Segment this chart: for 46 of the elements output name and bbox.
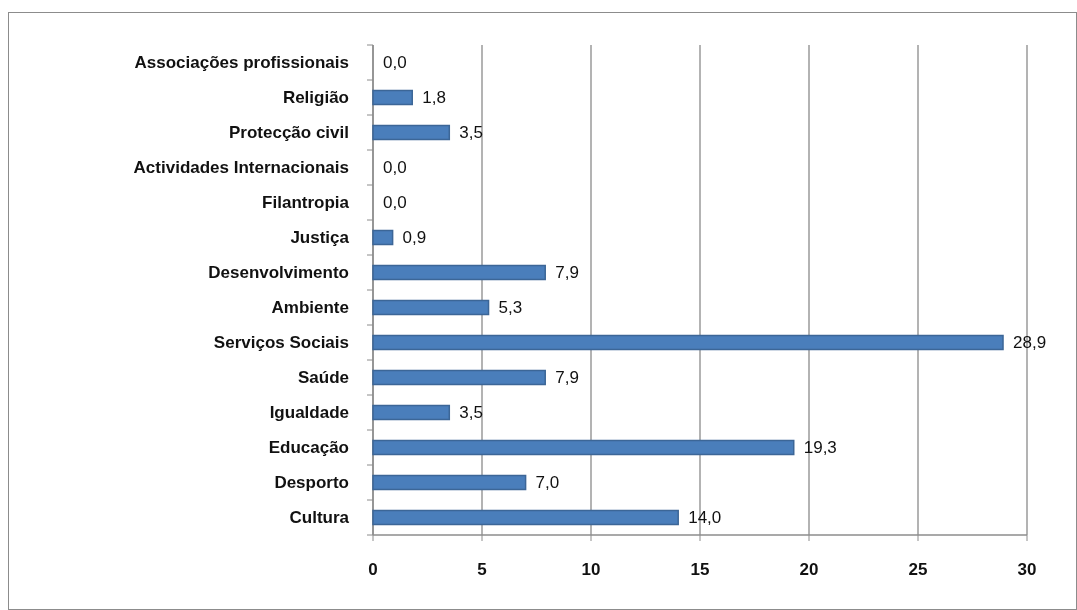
data-label: 28,9 bbox=[1013, 333, 1047, 353]
bar bbox=[372, 474, 527, 491]
data-label: 7,0 bbox=[535, 473, 560, 493]
data-label: 7,9 bbox=[555, 263, 579, 283]
bar bbox=[372, 124, 451, 141]
x-tick-label: 30 bbox=[1017, 560, 1037, 579]
y-tick-label: Protecção civil bbox=[228, 123, 349, 143]
data-label: 3,5 bbox=[459, 403, 483, 423]
y-tick-label: Serviços Sociais bbox=[213, 333, 349, 353]
y-tick-label: Associações profissionais bbox=[134, 53, 349, 73]
bar bbox=[372, 439, 795, 456]
x-tick-label: 15 bbox=[690, 560, 710, 579]
y-tick-label: Religião bbox=[282, 88, 349, 108]
x-tick-label: 25 bbox=[908, 560, 928, 579]
y-tick-label: Saúde bbox=[297, 368, 349, 388]
bar bbox=[372, 509, 679, 526]
y-tick-label: Desenvolvimento bbox=[208, 263, 349, 283]
data-label: 1,8 bbox=[422, 88, 446, 108]
data-label: 5,3 bbox=[498, 298, 523, 318]
bar bbox=[372, 89, 413, 106]
y-tick-label: Actividades Internacionais bbox=[133, 158, 349, 178]
bar bbox=[372, 229, 394, 246]
bar bbox=[372, 369, 546, 386]
x-tick-label: 10 bbox=[581, 560, 601, 579]
y-tick-label: Igualdade bbox=[269, 403, 349, 423]
y-tick-label: Desporto bbox=[274, 473, 349, 493]
bar bbox=[372, 404, 451, 421]
data-label: 7,9 bbox=[555, 368, 579, 388]
x-tick-label: 0 bbox=[368, 560, 378, 579]
bar bbox=[372, 299, 490, 316]
bar bbox=[372, 334, 1004, 351]
bar bbox=[372, 264, 546, 281]
y-tick-label: Justiça bbox=[290, 228, 350, 248]
y-tick-label: Ambiente bbox=[271, 298, 349, 318]
data-label: 0,0 bbox=[383, 158, 407, 178]
y-tick-label: Educação bbox=[268, 438, 349, 458]
y-tick-label: Filantropia bbox=[262, 193, 350, 213]
data-label: 0,0 bbox=[383, 53, 407, 73]
data-label: 0,9 bbox=[402, 228, 427, 248]
data-label: 0,0 bbox=[383, 193, 407, 213]
x-tick-label: 5 bbox=[477, 560, 487, 579]
y-tick-label: Cultura bbox=[289, 508, 350, 528]
x-tick-label: 20 bbox=[799, 560, 819, 579]
data-label: 3,5 bbox=[459, 123, 483, 143]
data-label: 14,0 bbox=[688, 508, 722, 528]
data-label: 19,3 bbox=[803, 438, 837, 458]
